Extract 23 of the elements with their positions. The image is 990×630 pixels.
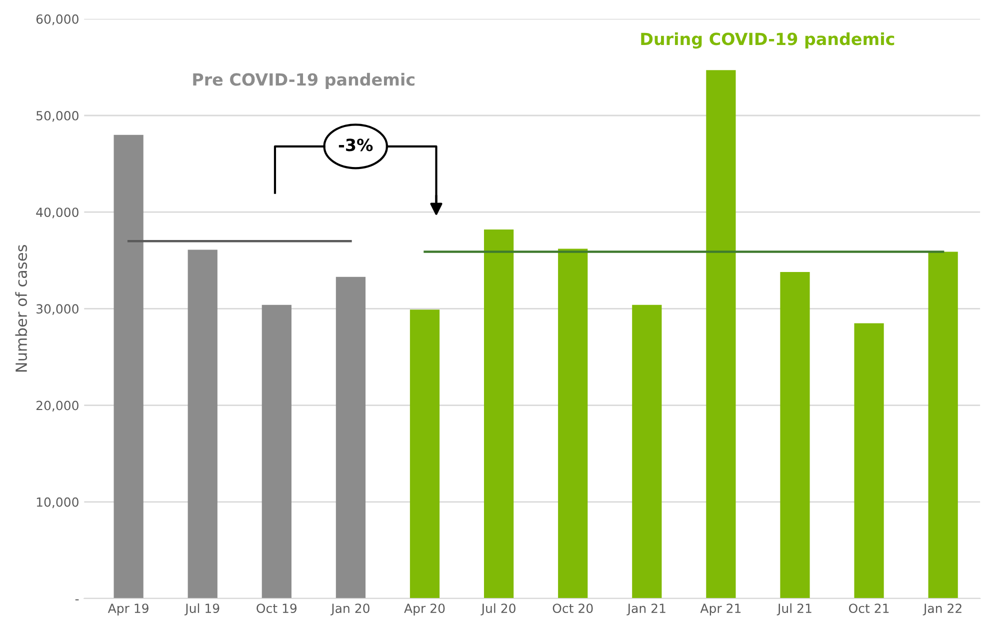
x-tick-label: Jul 19 [184,603,220,616]
x-tick-label: Oct 19 [256,604,297,614]
x-tick-label: Apr 20 [404,604,445,616]
y-tick-label: 50,000 [36,110,78,122]
y-tick-label: 30,000 [36,304,78,315]
x-tick-label: Jan 20 [330,604,370,616]
x-tick-label: Apr 19 [108,604,148,616]
x-tick-label: Jan 21 [626,604,666,616]
y-tick-label: - [75,599,79,600]
annotation: Pre COVID-19 pandemic [193,72,414,90]
y-axis-title: Number of cases [15,245,28,372]
y-tick-label: 60,000 [36,14,78,26]
x-tick-label: Jan 22 [922,604,962,616]
annotation: -3% [338,138,373,152]
x-tick-label: Jul 21 [776,603,812,616]
x-tick-label: Apr 21 [700,604,741,616]
x-tick-label: Oct 20 [552,604,593,614]
annotation: During COVID-19 pandemic [641,32,894,49]
y-tick-label: 40,000 [36,208,78,218]
x-tick-label: Oct 21 [848,604,889,614]
y-tick-label: 20,000 [36,400,78,412]
x-tick-label: Jul 20 [480,603,516,616]
y-tick-label: 10,000 [36,497,78,508]
